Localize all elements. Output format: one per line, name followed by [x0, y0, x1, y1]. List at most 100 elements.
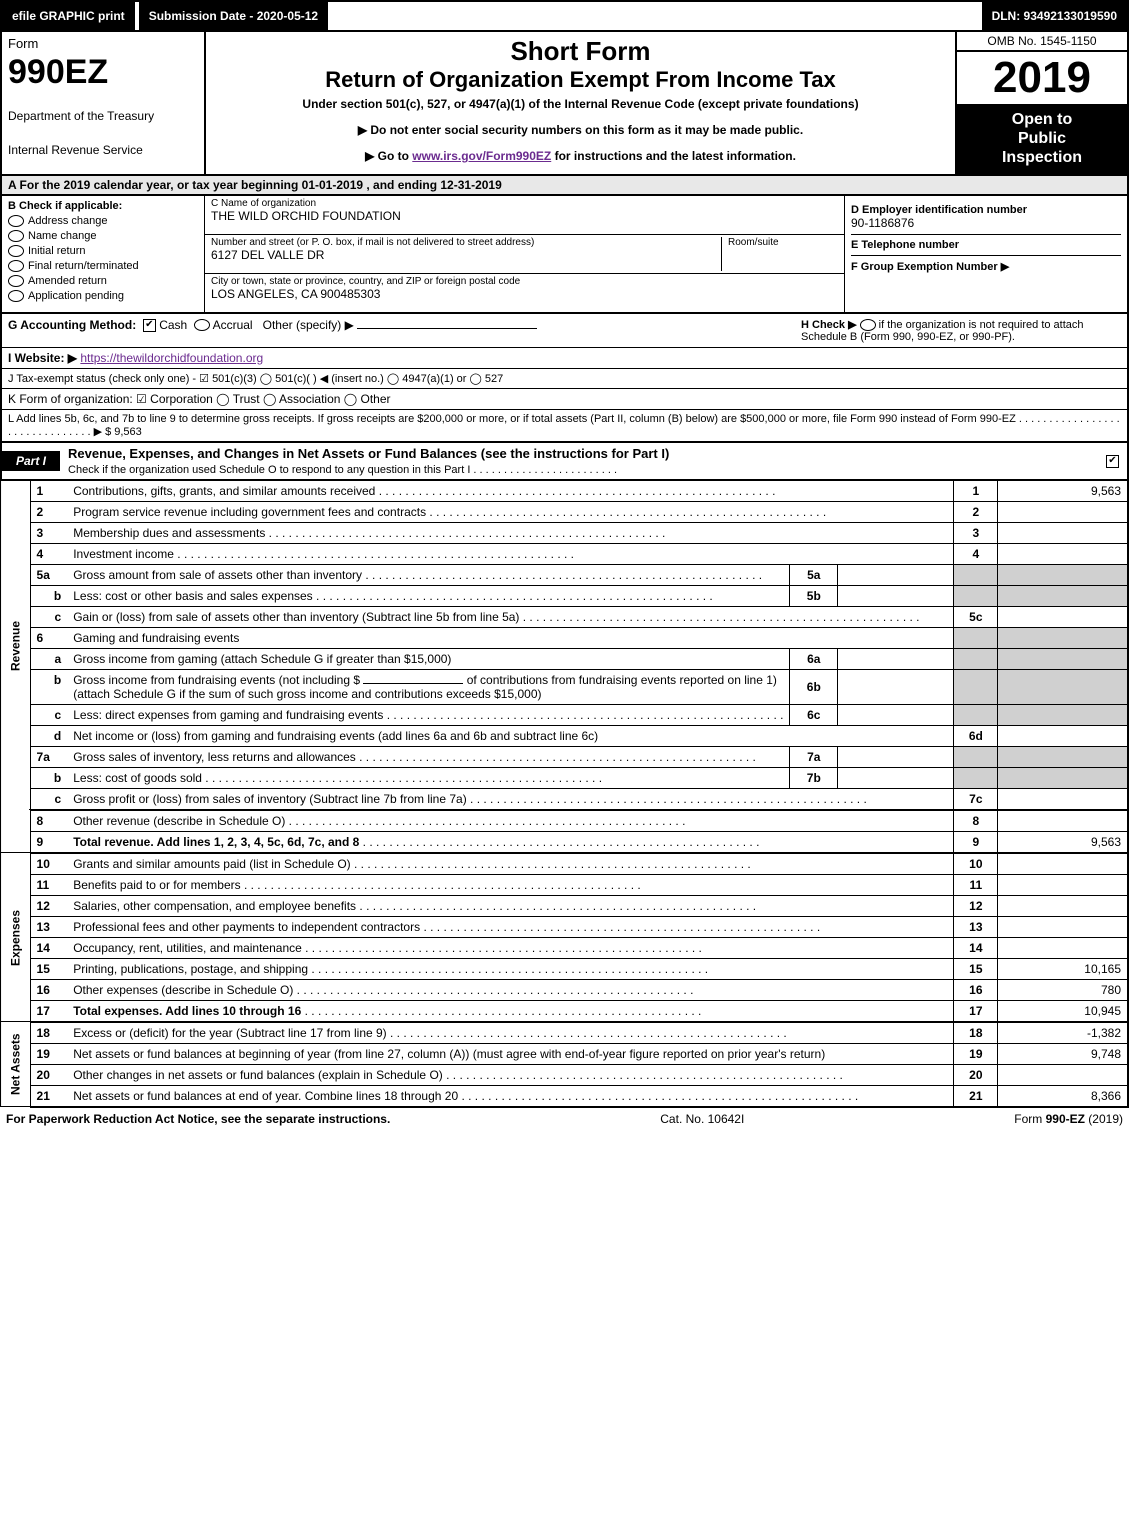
tax-year: 2019 — [957, 52, 1127, 104]
goto-link[interactable]: www.irs.gov/Form990EZ — [412, 149, 551, 163]
l-line: L Add lines 5b, 6c, and 7b to line 9 to … — [0, 410, 1129, 443]
part-i-check-line: Check if the organization used Schedule … — [68, 464, 617, 476]
cash-checkbox[interactable]: ✔ — [143, 319, 156, 332]
row-rval: 780 — [998, 979, 1128, 1000]
org-name-row: C Name of organization THE WILD ORCHID F… — [205, 196, 844, 235]
row-num: 13 — [30, 916, 67, 937]
row-rval — [998, 725, 1128, 746]
j-line: J Tax-exempt status (check only one) - ☑… — [0, 369, 1129, 389]
revenue-side-label: Revenue — [1, 481, 30, 810]
box-d: D Employer identification number 90-1186… — [845, 196, 1127, 312]
goto-post: for instructions and the latest informat… — [555, 149, 796, 163]
street-value: 6127 DEL VALLE DR — [211, 248, 715, 262]
form-number: 990EZ — [8, 55, 198, 89]
opt-application-pending[interactable]: Application pending — [8, 290, 198, 302]
row-num: 19 — [30, 1043, 67, 1064]
website-link[interactable]: https://thewildorchidfoundation.org — [80, 351, 263, 365]
goto-line: ▶ Go to www.irs.gov/Form990EZ for instru… — [216, 149, 945, 163]
inner-num: 5b — [790, 585, 838, 606]
row-rnum: 13 — [954, 916, 998, 937]
h-oval[interactable] — [860, 319, 876, 331]
part-i-tag: Part I — [2, 451, 60, 471]
row-rnum: 3 — [954, 522, 998, 543]
row-num: c — [30, 788, 67, 810]
opt-amended-return[interactable]: Amended return — [8, 275, 198, 287]
org-name-value: THE WILD ORCHID FOUNDATION — [211, 209, 838, 223]
opt-initial-return[interactable]: Initial return — [8, 245, 198, 257]
opt-final-return[interactable]: Final return/terminated — [8, 260, 198, 272]
table-row: b Gross income from fundraising events (… — [1, 669, 1128, 704]
box-b-header: B Check if applicable: — [8, 200, 198, 212]
row-num: 5a — [30, 564, 67, 585]
table-row: a Gross income from gaming (attach Sched… — [1, 648, 1128, 669]
inner-num: 7b — [790, 767, 838, 788]
row-rval — [998, 669, 1128, 704]
revenue-side-label-2 — [1, 810, 30, 853]
accrual-label: Accrual — [213, 318, 253, 332]
contrib-amount-line[interactable] — [363, 683, 463, 684]
row-rnum: 6d — [954, 725, 998, 746]
page-footer: For Paperwork Reduction Act Notice, see … — [0, 1108, 1129, 1130]
other-input-line[interactable] — [357, 328, 537, 329]
row-rnum: 14 — [954, 937, 998, 958]
ein-section: D Employer identification number 90-1186… — [851, 200, 1121, 235]
table-row: 17 Total expenses. Add lines 10 through … — [1, 1000, 1128, 1022]
row-num: 14 — [30, 937, 67, 958]
accrual-oval[interactable] — [194, 319, 210, 331]
table-row: 21 Net assets or fund balances at end of… — [1, 1085, 1128, 1107]
row-num: 3 — [30, 522, 67, 543]
row-desc: Total revenue. Add lines 1, 2, 3, 4, 5c,… — [67, 831, 954, 853]
row-rnum: 8 — [954, 810, 998, 832]
row-rval — [998, 853, 1128, 875]
row-num: b — [30, 669, 67, 704]
row-num: 1 — [30, 481, 67, 502]
row-rnum: 5c — [954, 606, 998, 627]
oval-icon — [8, 260, 24, 272]
inner-num: 5a — [790, 564, 838, 585]
row-rval — [998, 746, 1128, 767]
opt-name-change[interactable]: Name change — [8, 230, 198, 242]
row-rnum: 2 — [954, 501, 998, 522]
part-i-title-text: Revenue, Expenses, and Changes in Net As… — [68, 446, 669, 461]
row-rnum — [954, 704, 998, 725]
row-desc: Gross amount from sale of assets other t… — [67, 564, 790, 585]
table-row: 7a Gross sales of inventory, less return… — [1, 746, 1128, 767]
part-i-header: Part I Revenue, Expenses, and Changes in… — [0, 443, 1129, 481]
row-desc: Gain or (loss) from sale of assets other… — [67, 606, 954, 627]
row-rnum: 11 — [954, 874, 998, 895]
row-num: 2 — [30, 501, 67, 522]
row-desc: Net income or (loss) from gaming and fun… — [67, 725, 954, 746]
row-desc-part1: Gross income from fundraising events (no… — [73, 673, 360, 687]
row-rval — [998, 606, 1128, 627]
row-rnum — [954, 669, 998, 704]
table-row: Expenses 10 Grants and similar amounts p… — [1, 853, 1128, 875]
row-num: 12 — [30, 895, 67, 916]
oval-icon — [8, 215, 24, 227]
row-num: 11 — [30, 874, 67, 895]
inner-val — [838, 669, 954, 704]
room-label: Room/suite — [728, 237, 838, 248]
inner-val — [838, 746, 954, 767]
open-line-1: Open to — [961, 110, 1123, 129]
form-word: Form — [8, 36, 198, 51]
tel-label: E Telephone number — [851, 239, 1121, 251]
inner-num: 6b — [790, 669, 838, 704]
row-num: c — [30, 704, 67, 725]
row-desc: Less: cost of goods sold — [67, 767, 790, 788]
schedule-o-checkbox[interactable]: ✔ — [1106, 455, 1119, 468]
table-row: c Gain or (loss) from sale of assets oth… — [1, 606, 1128, 627]
row-rval — [998, 564, 1128, 585]
table-row: 6 Gaming and fundraising events — [1, 627, 1128, 648]
opt-address-change[interactable]: Address change — [8, 215, 198, 227]
efile-print-button[interactable]: efile GRAPHIC print — [2, 2, 137, 30]
part-i-checkbox-cell: ✔ — [1098, 450, 1127, 470]
ein-value: 90-1186876 — [851, 216, 1121, 230]
row-rval: 10,945 — [998, 1000, 1128, 1022]
opt-label: Final return/terminated — [28, 260, 139, 272]
row-rval — [998, 916, 1128, 937]
row-num: 7a — [30, 746, 67, 767]
row-rnum: 7c — [954, 788, 998, 810]
inner-val — [838, 704, 954, 725]
header-center: Short Form Return of Organization Exempt… — [206, 32, 955, 174]
i-line: I Website: ▶ https://thewildorchidfounda… — [0, 348, 1129, 369]
